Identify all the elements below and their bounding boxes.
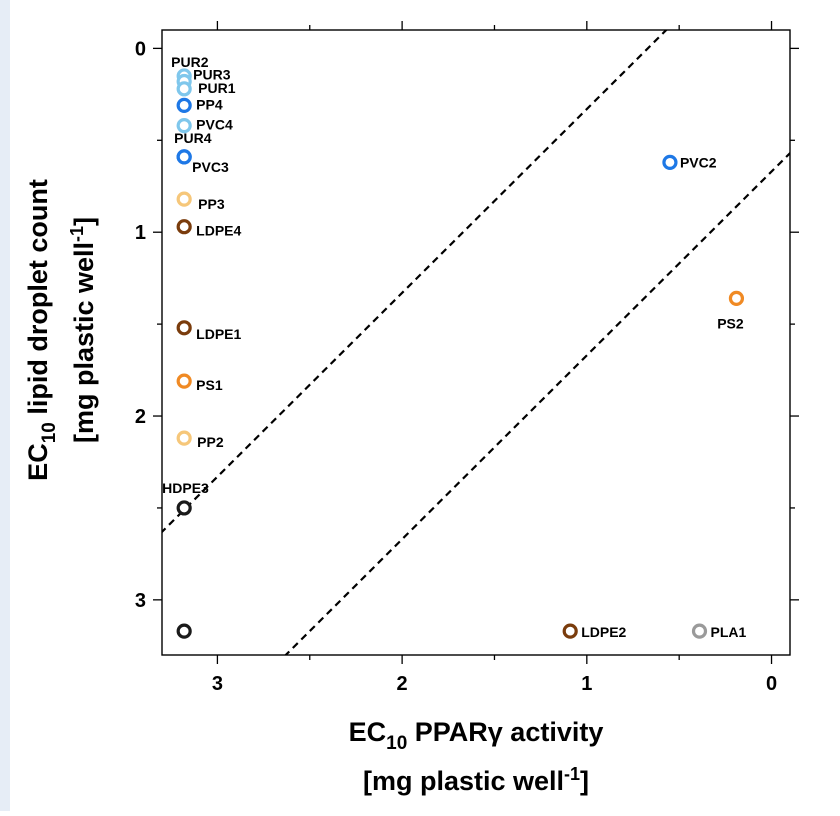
- point-label-ps2: PS2: [717, 315, 744, 331]
- point-label-ldpe2: LDPE2: [581, 624, 626, 640]
- point-label-ldpe1: LDPE1: [196, 326, 241, 342]
- y-tick-label: 3: [135, 590, 146, 612]
- data-point-pp4: [176, 97, 192, 113]
- data-point-pur1: [176, 81, 192, 97]
- point-label-pur4: PUR4: [174, 130, 212, 146]
- y-tick-label: 1: [135, 222, 146, 244]
- point-label-pvc2: PVC2: [680, 154, 717, 170]
- y-tick-label: 0: [135, 38, 146, 60]
- point-label-pvc3: PVC3: [192, 159, 229, 175]
- data-point-pvc4: [176, 117, 192, 134]
- plot-frame: [161, 29, 791, 656]
- data-point-pvc2: [662, 154, 678, 170]
- data-point-unlabeled-13: [176, 623, 192, 639]
- x-axis-title-line2: [mg plastic well-1]: [363, 764, 589, 796]
- data-point-pvc3: [176, 149, 192, 165]
- data-point-ldpe1: [176, 320, 192, 336]
- point-label-pvc4: PVC4: [196, 117, 233, 133]
- point-label-pp4: PP4: [196, 96, 223, 112]
- data-point-pp3: [176, 191, 192, 207]
- point-label-pla1: PLA1: [710, 624, 746, 640]
- data-point-ps2: [728, 290, 745, 306]
- reference-line-2: [284, 151, 790, 655]
- y-axis-title-line2: [mg plastic well-1]: [67, 217, 99, 443]
- point-label-pp2: PP2: [197, 434, 224, 450]
- data-point-pla1: [691, 623, 708, 639]
- y-tick-label: 2: [135, 406, 146, 428]
- point-label-pp3: PP3: [198, 196, 225, 212]
- x-tick-label: 3: [212, 673, 223, 695]
- data-point-ps1: [176, 373, 192, 389]
- data-point-ldpe2: [562, 623, 578, 639]
- page-edge-tint: [0, 0, 10, 811]
- point-label-pur2: PUR2: [171, 54, 209, 70]
- point-label-ldpe4: LDPE4: [196, 223, 241, 239]
- data-point-pp2: [176, 430, 192, 446]
- reference-line-1: [162, 30, 668, 534]
- point-label-hdpe3: HDPE3: [162, 480, 209, 496]
- y-axis-title-line1: EC10 lipid droplet count: [23, 179, 60, 481]
- data-point-hdpe3: [176, 500, 192, 516]
- x-tick-label: 1: [581, 673, 592, 695]
- point-label-ps1: PS1: [196, 377, 223, 393]
- data-point-ldpe4: [176, 219, 192, 235]
- point-label-pur1: PUR1: [198, 80, 236, 96]
- x-axis-title-line1: EC10 PPARγ activity: [349, 717, 604, 754]
- x-tick-label: 2: [397, 673, 408, 695]
- point-label-pur3: PUR3: [193, 66, 231, 82]
- x-tick-label: 0: [766, 673, 777, 695]
